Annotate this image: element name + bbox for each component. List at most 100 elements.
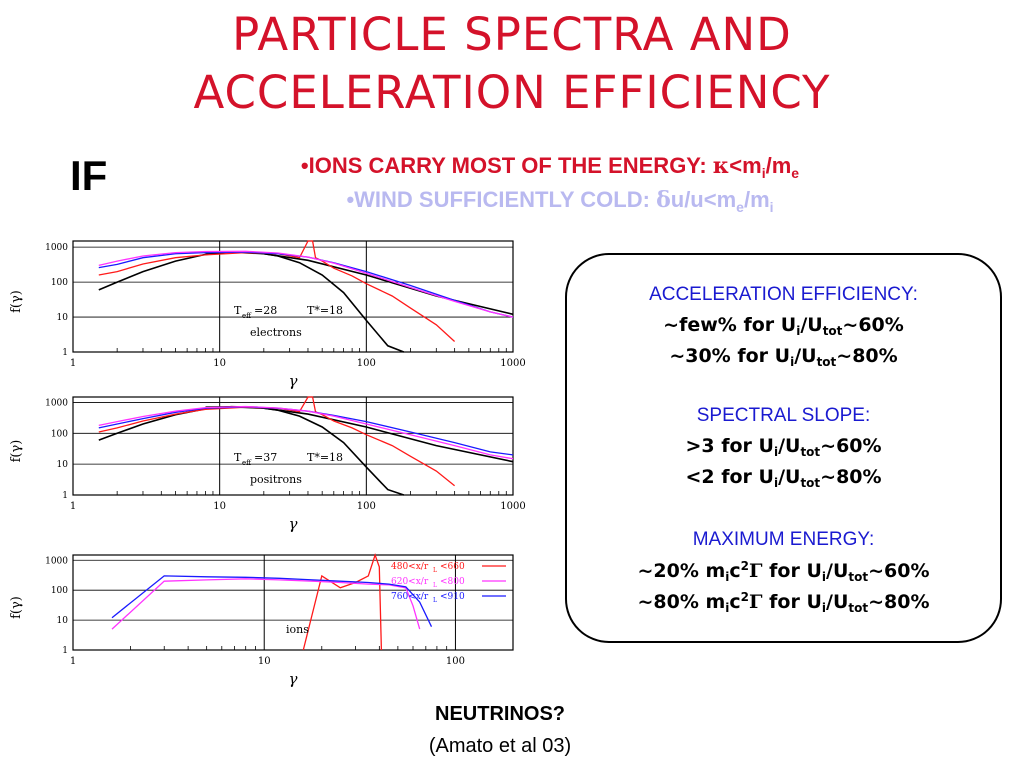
temperature-eff-label: T: [234, 304, 242, 317]
delta-symbol: δ: [656, 187, 671, 213]
series-line-black: [205, 405, 514, 463]
sub-i: i: [773, 445, 779, 459]
temperature-eff-subscript: eff: [242, 312, 252, 320]
acc-eff-line-1: ~few% for Ui/Utot~60%: [565, 314, 1002, 338]
cond2-text: •WIND SUFFICIENTLY COLD:: [346, 187, 657, 212]
y-tick-label: 10: [57, 460, 69, 470]
acc-l1-b: ~60%: [842, 314, 904, 336]
series-line-magenta: [111, 578, 421, 630]
max-l2-a: ~80% m: [637, 591, 726, 613]
sub-i: i: [725, 570, 730, 584]
sub-i: i: [821, 570, 827, 584]
y-axis-label: f(γ): [9, 440, 24, 463]
particle-species-label: positrons: [250, 473, 302, 486]
legend-subscript: L: [433, 597, 437, 604]
y-tick-label: 1000: [45, 243, 68, 253]
sub-tot: tot: [800, 445, 821, 459]
slash-u: /U: [826, 560, 849, 582]
title-line-1: PARTICLE SPECTRA AND: [232, 8, 792, 61]
acc-eff-line-2: ~30% for Ui/Utot~80%: [565, 345, 1002, 369]
c-letter: c: [729, 591, 741, 613]
sup-2: 2: [740, 590, 750, 604]
legend-subscript: L: [433, 582, 437, 589]
neutrinos-question: NEUTRINOS?: [435, 703, 565, 725]
condition-ions-energy: •IONS CARRY MOST OF THE ENERGY: κ<mi/me: [200, 153, 900, 181]
plot-frame: [72, 554, 514, 651]
plot-frame: [72, 240, 514, 353]
for-u: for U: [762, 560, 822, 582]
max-energy-line-1: ~20% mic2Γ for Ui/Utot~60%: [565, 559, 1002, 584]
slash-u: /U: [794, 345, 817, 367]
cond1-sub-i: i: [761, 165, 766, 181]
max-l1-b: ~60%: [868, 560, 930, 582]
summary-box: [565, 253, 1002, 643]
max-energy-colon: :: [869, 529, 875, 550]
max-energy-line-2: ~80% mic2Γ for Ui/Utot~80%: [565, 590, 1002, 615]
cond1-slash: /m: [765, 153, 792, 178]
plot-frame: [72, 396, 514, 496]
for-u: for U: [762, 591, 822, 613]
slope-heading: SPECTRAL SLOPE:: [565, 404, 1002, 427]
sub-tot: tot: [848, 570, 869, 584]
sub-tot: tot: [816, 355, 837, 369]
x-tick-label: 1000: [500, 501, 525, 512]
x-tick-label: 10: [213, 358, 226, 369]
max-energy-heading: MAXIMUM ENERGY:: [565, 528, 1002, 551]
y-tick-label: 1: [62, 491, 68, 501]
temperature-star-label: T*=18: [307, 304, 343, 317]
y-tick-label: 1: [62, 646, 68, 656]
slope-line-1: >3 for Ui/Utot~60%: [565, 435, 1002, 459]
x-axis-label: γ: [289, 515, 298, 533]
y-tick-label: 100: [51, 429, 68, 439]
cond1-sub-e: e: [791, 165, 800, 181]
cond1-text: •IONS CARRY MOST OF THE ENERGY:: [300, 153, 713, 178]
max-l1-a: ~20% m: [637, 560, 726, 582]
gamma-symbol: Γ: [749, 591, 763, 613]
series-line-blue: [111, 575, 433, 627]
series-line-blue: [98, 251, 514, 318]
cond2-sub-e: e: [736, 199, 744, 215]
acc-eff-colon: :: [912, 284, 918, 305]
x-tick-label: 1: [70, 358, 76, 369]
cond1-rel: <m: [729, 153, 762, 178]
c-letter: c: [729, 560, 741, 582]
x-tick-label: 100: [446, 656, 465, 667]
sub-i: i: [796, 324, 801, 338]
temperature-eff-value: =37: [254, 451, 277, 464]
y-axis-label: f(γ): [9, 596, 24, 619]
legend-label: 760<x/r: [391, 592, 429, 602]
cond2-slash: /m: [743, 187, 770, 212]
x-tick-label: 1: [70, 501, 76, 512]
temperature-star-label: T*=18: [307, 451, 343, 464]
x-axis-label: γ: [289, 372, 298, 390]
slope-l1-b: ~60%: [820, 435, 882, 457]
sub-i: i: [790, 355, 795, 369]
slash-u: /U: [778, 435, 801, 457]
series-line-red: [98, 396, 456, 487]
y-tick-label: 1000: [45, 556, 68, 566]
temperature-eff-label: T: [234, 451, 242, 464]
acc-l2-a: ~30% for U: [669, 345, 791, 367]
series-line-magenta: [98, 250, 514, 318]
legend-subscript: L: [433, 567, 437, 574]
y-tick-label: 10: [57, 313, 69, 323]
acc-eff-heading: ACCELERATION EFFICIENCY:: [565, 283, 1002, 306]
condition-wind-cold: •WIND SUFFICIENTLY COLD: δu/u<me/mi: [210, 187, 910, 215]
x-tick-label: 100: [357, 358, 376, 369]
y-tick-label: 1000: [45, 398, 68, 408]
y-tick-label: 10: [57, 616, 69, 626]
cond2-rel: u/u<m: [670, 187, 737, 212]
sub-tot: tot: [822, 324, 843, 338]
series-line-red: [302, 552, 383, 651]
acc-l2-b: ~80%: [836, 345, 898, 367]
x-axis-label: γ: [289, 670, 298, 688]
sub-i: i: [725, 601, 730, 615]
temperature-eff-value: =28: [254, 304, 277, 317]
slope-l2-a: <2 for U: [685, 466, 774, 488]
slash-u: /U: [826, 591, 849, 613]
title-line-2: ACCELERATION EFFICIENCY: [193, 66, 831, 119]
sup-2: 2: [740, 559, 750, 573]
